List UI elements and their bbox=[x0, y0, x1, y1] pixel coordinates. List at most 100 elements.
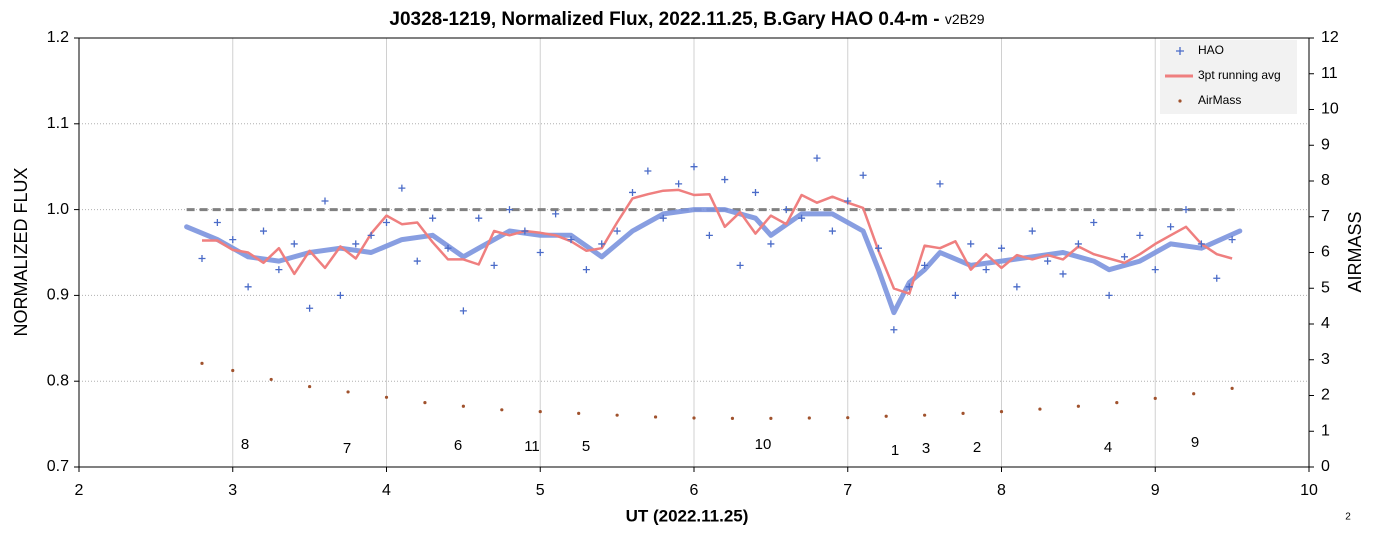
data-point bbox=[413, 257, 421, 265]
airmass-dot bbox=[577, 411, 581, 415]
data-point bbox=[828, 227, 836, 235]
airmass-dot bbox=[730, 416, 735, 420]
airmass-dot bbox=[231, 368, 235, 373]
data-point bbox=[859, 171, 867, 179]
data-point bbox=[675, 180, 683, 188]
y-tick-label: 0.8 bbox=[47, 372, 69, 389]
data-point bbox=[982, 266, 990, 274]
airmass-dot bbox=[461, 404, 465, 408]
data-point bbox=[336, 291, 344, 299]
y2-tick-label: 8 bbox=[1321, 172, 1330, 189]
y2-tick-label: 6 bbox=[1321, 244, 1330, 261]
data-point bbox=[798, 214, 806, 222]
y-axis-label: NORMALIZED FLUX bbox=[11, 167, 31, 336]
data-point bbox=[782, 206, 790, 214]
airmass-dot bbox=[615, 413, 619, 417]
data-point bbox=[567, 236, 575, 244]
running-avg-line bbox=[202, 188, 1233, 295]
data-point bbox=[1182, 206, 1190, 214]
y-tick-label: 1.1 bbox=[47, 115, 69, 132]
y2-tick-label: 4 bbox=[1321, 315, 1330, 332]
data-point bbox=[444, 244, 452, 252]
x-tick-label: 9 bbox=[1151, 482, 1160, 499]
y2-tick-label: 12 bbox=[1321, 29, 1339, 46]
y-tick-label: 0.7 bbox=[47, 458, 69, 475]
data-point bbox=[1013, 283, 1021, 291]
airmass-dot bbox=[308, 384, 312, 389]
x-tick-label: 2 bbox=[75, 482, 84, 499]
y2-tick-label: 7 bbox=[1321, 208, 1330, 225]
data-point bbox=[275, 266, 283, 274]
annotation: 8 bbox=[241, 436, 249, 453]
data-point bbox=[244, 283, 252, 291]
airmass-dot bbox=[200, 361, 204, 365]
airmass-dot bbox=[500, 408, 504, 412]
y-tick-label: 0.9 bbox=[47, 287, 69, 304]
data-point bbox=[1059, 270, 1067, 278]
data-point bbox=[921, 261, 929, 269]
data-point bbox=[536, 249, 544, 256]
annotation: 1 bbox=[891, 442, 899, 459]
data-point bbox=[490, 261, 498, 269]
data-point bbox=[690, 163, 698, 171]
data-point bbox=[721, 176, 729, 184]
data-point bbox=[875, 244, 882, 252]
data-point bbox=[1121, 253, 1128, 261]
data-point bbox=[844, 197, 852, 205]
annotation: 2 bbox=[973, 439, 981, 456]
airmass-dot bbox=[1153, 396, 1157, 400]
y2-tick-label: 3 bbox=[1321, 351, 1330, 368]
y2-tick-label: 0 bbox=[1321, 458, 1330, 475]
data-point bbox=[213, 218, 221, 226]
annotation: 4 bbox=[1104, 439, 1112, 456]
annotation: 3 bbox=[922, 440, 930, 457]
data-point bbox=[767, 240, 775, 248]
annotation: 5 bbox=[582, 438, 590, 455]
data-point bbox=[752, 188, 759, 196]
airmass-dot bbox=[384, 395, 389, 399]
data-point bbox=[475, 214, 483, 222]
airmass-dot bbox=[884, 414, 888, 418]
title-main: J0328-1219, Normalized Flux, 2022.11.25,… bbox=[389, 9, 945, 30]
data-point bbox=[1197, 240, 1205, 248]
airmass-dot bbox=[1115, 401, 1119, 405]
x-tick-label: 5 bbox=[536, 482, 545, 499]
y2-tick-label: 11 bbox=[1321, 65, 1338, 82]
fit-line bbox=[184, 207, 1243, 316]
data-point bbox=[1228, 236, 1236, 244]
airmass-dot bbox=[807, 416, 811, 420]
legend-label: AirMass bbox=[1198, 93, 1241, 107]
data-point bbox=[951, 291, 959, 299]
data-point bbox=[736, 261, 744, 269]
data-point bbox=[1028, 227, 1036, 235]
y2-tick-label: 2 bbox=[1321, 387, 1330, 404]
annotation: 10 bbox=[755, 436, 772, 453]
y-tick-label: 1.0 bbox=[47, 201, 69, 218]
data-point bbox=[198, 255, 206, 263]
airmass-dot bbox=[269, 377, 273, 382]
airmass-dot bbox=[1076, 404, 1080, 408]
data-point bbox=[813, 154, 821, 162]
airmass-dot bbox=[653, 415, 658, 419]
data-point bbox=[1074, 240, 1082, 248]
x-tick-label: 10 bbox=[1300, 482, 1318, 499]
legend-symbol bbox=[1176, 47, 1184, 55]
data-point bbox=[705, 231, 713, 239]
airmass-dot bbox=[999, 409, 1004, 414]
airmass-dot bbox=[1038, 407, 1042, 411]
y2-tick-label: 9 bbox=[1321, 136, 1330, 153]
data-point bbox=[552, 210, 560, 218]
airmass-dot bbox=[538, 409, 542, 414]
data-point bbox=[290, 240, 298, 248]
data-point bbox=[321, 197, 329, 205]
data-point bbox=[629, 188, 636, 196]
airmass-dot bbox=[769, 416, 773, 420]
data-point bbox=[229, 236, 237, 244]
x-tick-label: 7 bbox=[843, 482, 852, 499]
data-point bbox=[429, 214, 437, 222]
data-point bbox=[659, 214, 667, 222]
chart-title: J0328-1219, Normalized Flux, 2022.11.25,… bbox=[389, 9, 984, 30]
plot-frame bbox=[78, 37, 1310, 468]
